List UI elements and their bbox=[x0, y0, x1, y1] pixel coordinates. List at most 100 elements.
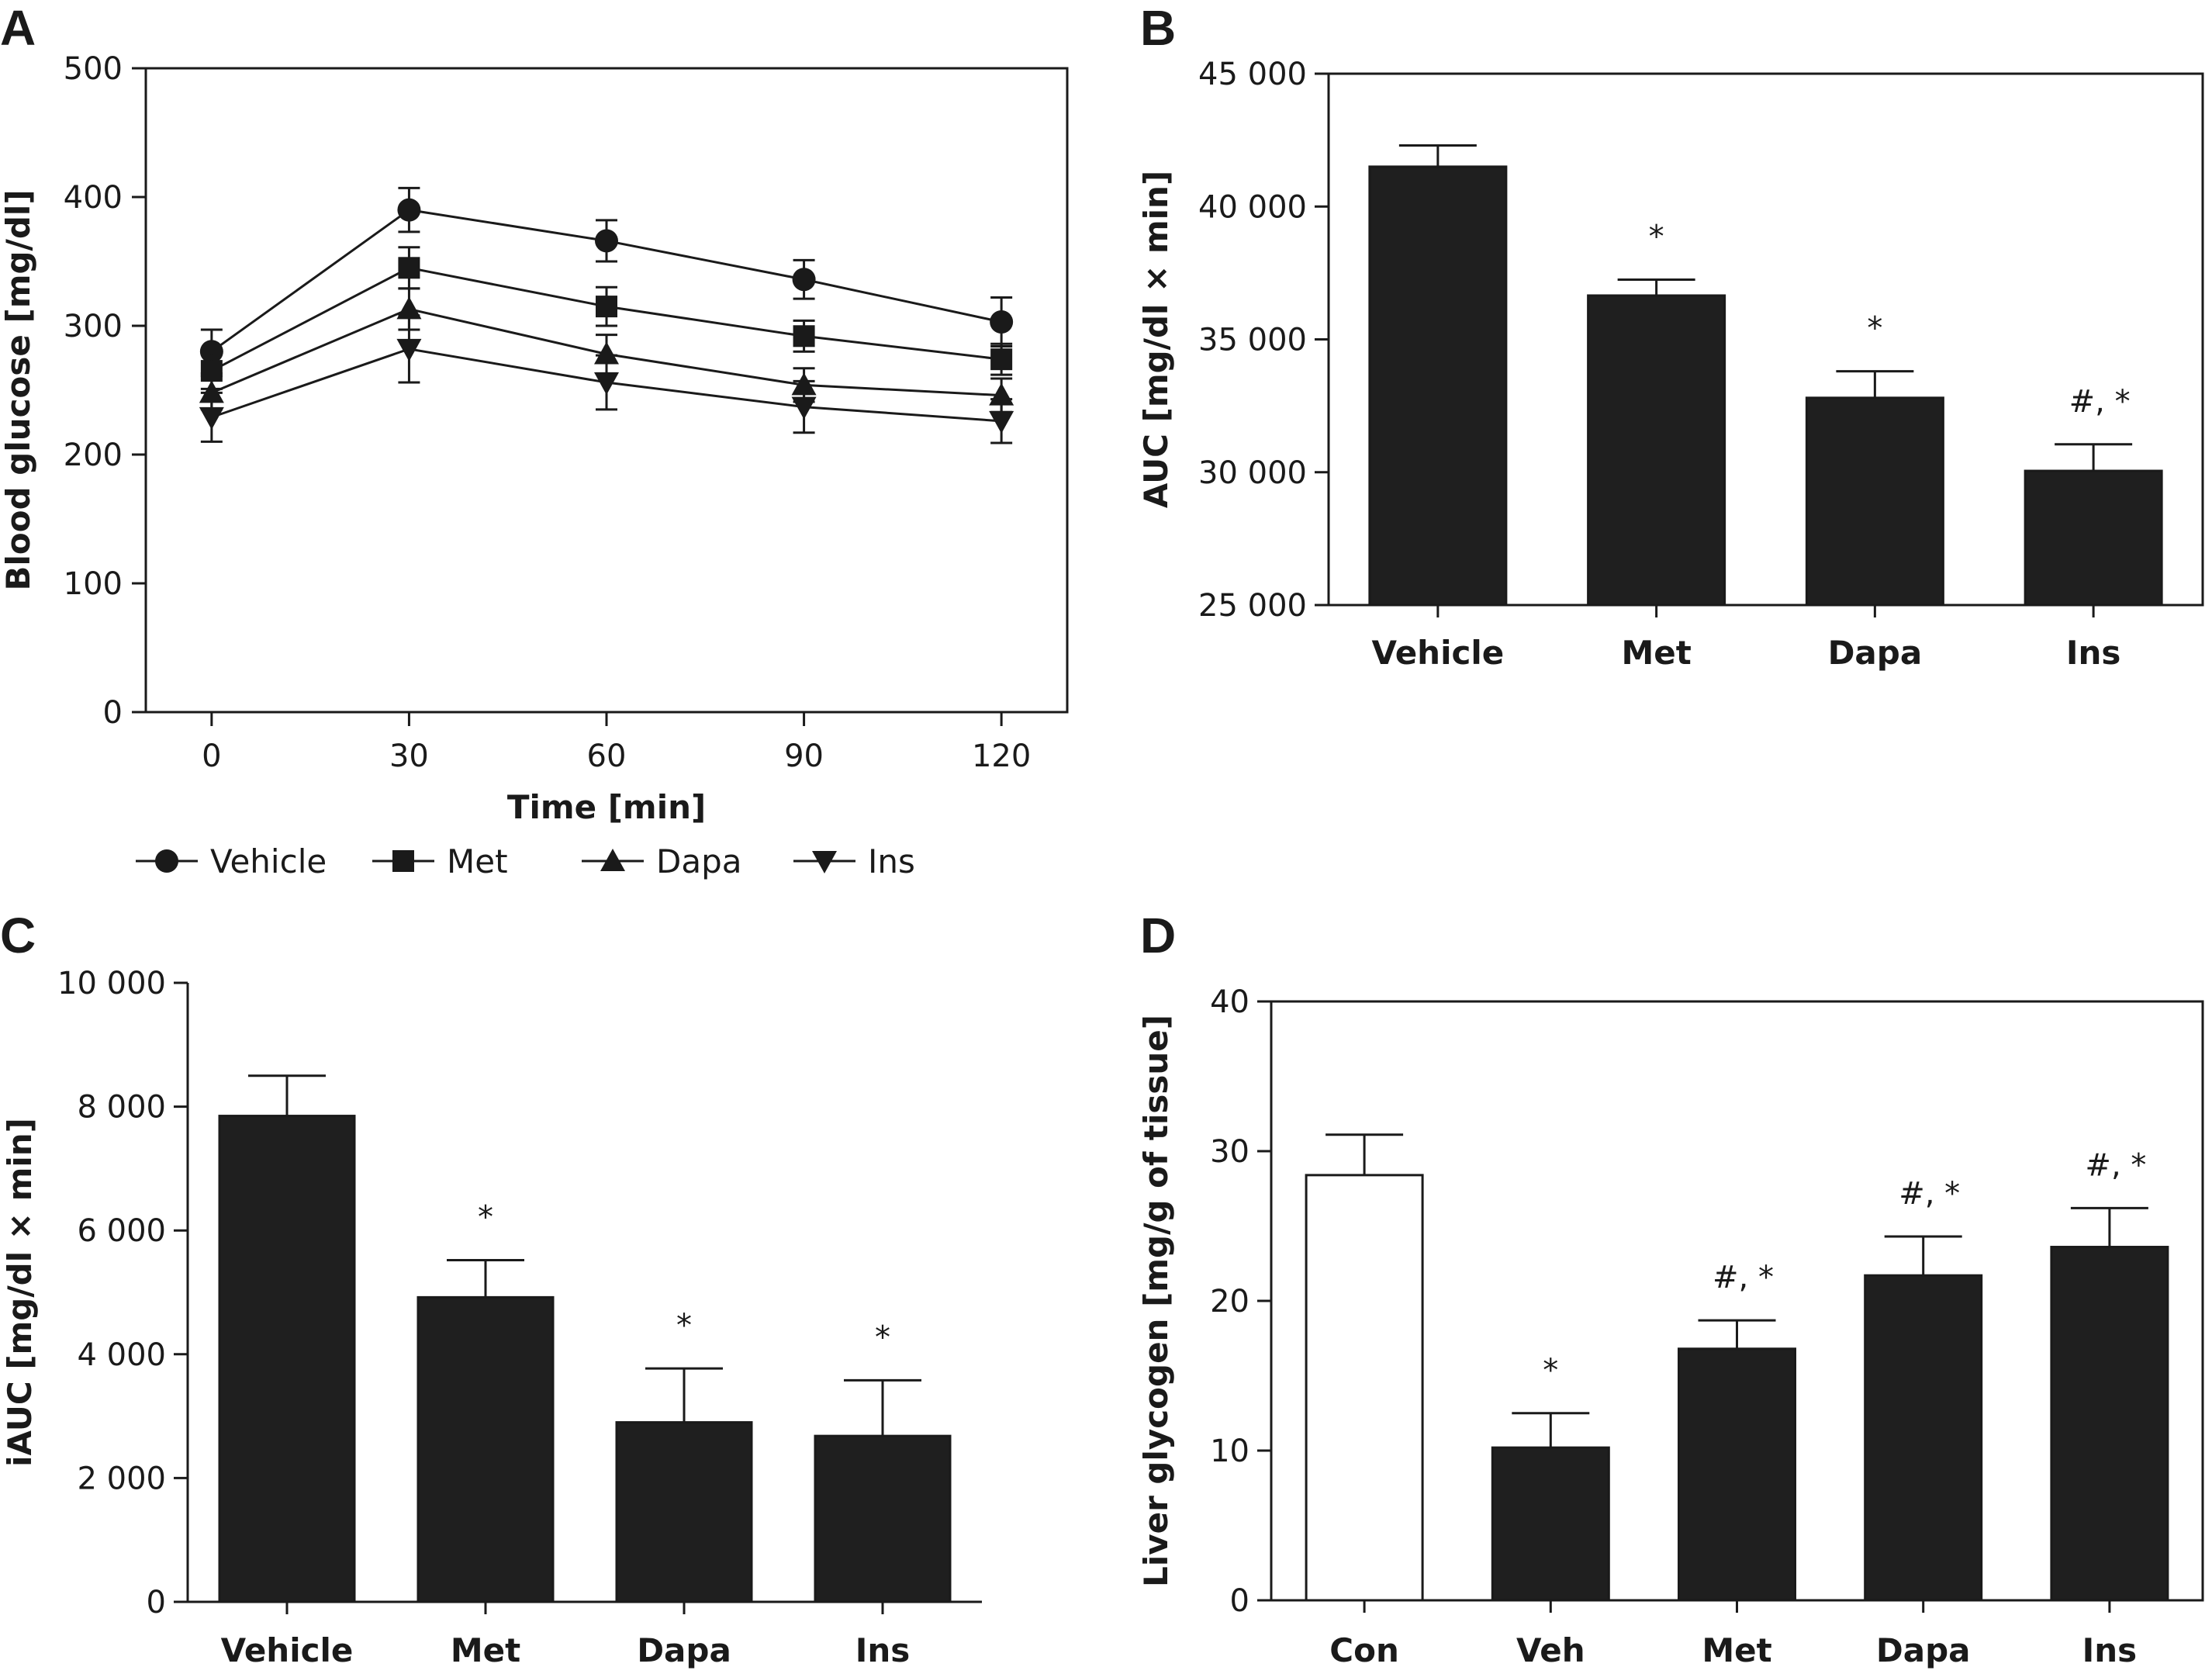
bar bbox=[1305, 1174, 1424, 1602]
chart-a-plot: 0 100 200 300 400 500 0 30 60 90 120 Time [min] Bloo… bbox=[0, 51, 1069, 880]
x-tick-label: 120 bbox=[972, 738, 1031, 774]
y-tick-label: 10 000 bbox=[57, 966, 166, 1001]
x-tick-label: 90 bbox=[784, 738, 824, 774]
chart-c-plot: 0 2 000 4 000 6 000 8 000 10 000 Vehicle Met * Da… bbox=[1, 966, 982, 1669]
y-tick-label: 4 000 bbox=[77, 1337, 166, 1373]
panel-label: B bbox=[1140, 0, 1176, 56]
significance-mark: #, * bbox=[1899, 1176, 1960, 1212]
panel-label: A bbox=[0, 0, 36, 56]
panel-label: D bbox=[1140, 908, 1176, 963]
x-tick-label: Met bbox=[1621, 634, 1691, 672]
x-tick-label: Vehicle bbox=[221, 1631, 354, 1669]
y-tick-label: 40 000 bbox=[1198, 189, 1307, 225]
significance-mark: * bbox=[478, 1200, 493, 1236]
data-point bbox=[595, 229, 618, 253]
significance-mark: * bbox=[1543, 1353, 1558, 1389]
x-tick-label: Met bbox=[1702, 1631, 1771, 1669]
bar bbox=[1587, 294, 1726, 607]
y-tick-label: 0 bbox=[1230, 1583, 1249, 1619]
bar bbox=[1805, 396, 1944, 607]
legend-label: Vehicle bbox=[210, 842, 327, 880]
chart-b-plot: 25 000 30 000 35 000 40 000 45 000 Vehicle Met… bbox=[1137, 57, 2204, 672]
data-point bbox=[594, 341, 619, 365]
chart-d-plot: 0 10 20 30 40 Con Veh * Met #, * Dapa #, * Ins #, * Li… bbox=[1137, 984, 2204, 1669]
y-tick-label: 300 bbox=[64, 309, 123, 344]
significance-mark: #, * bbox=[2069, 384, 2131, 420]
x-tick-label: Met bbox=[451, 1631, 520, 1669]
data-point bbox=[596, 296, 617, 318]
x-tick-label: 0 bbox=[202, 738, 221, 774]
x-axis-title: Time [min] bbox=[507, 788, 706, 826]
y-tick-label: 30 000 bbox=[1198, 455, 1307, 491]
x-tick-label: Dapa bbox=[1876, 1631, 1971, 1669]
x-tick-label: 30 bbox=[389, 738, 429, 774]
legend-marker bbox=[155, 849, 178, 873]
data-point bbox=[396, 338, 422, 361]
data-point bbox=[594, 372, 619, 396]
y-tick-label: 10 bbox=[1210, 1434, 1249, 1469]
data-point bbox=[398, 257, 420, 279]
y-tick-label: 6 000 bbox=[77, 1213, 166, 1249]
significance-mark: * bbox=[875, 1319, 890, 1355]
y-tick-label: 25 000 bbox=[1198, 588, 1307, 624]
data-point bbox=[791, 396, 817, 420]
y-tick-label: 2 000 bbox=[77, 1461, 166, 1496]
bar bbox=[1864, 1274, 1983, 1602]
y-axis-title: AUC [mg/dl × min] bbox=[1137, 171, 1175, 508]
y-tick-label: 20 bbox=[1210, 1284, 1249, 1319]
data-point bbox=[990, 310, 1014, 334]
data-point bbox=[990, 348, 1013, 371]
x-tick-label: Vehicle bbox=[1371, 634, 1504, 672]
y-axis-title: Liver glycogen [mg/g of tissue] bbox=[1137, 1015, 1175, 1587]
panel-label: C bbox=[0, 908, 36, 963]
x-tick-label: 60 bbox=[587, 738, 627, 774]
y-tick-label: 0 bbox=[147, 1585, 166, 1620]
bar bbox=[2024, 469, 2163, 607]
bar bbox=[814, 1434, 952, 1603]
y-tick-label: 0 bbox=[103, 695, 123, 731]
y-tick-label: 35 000 bbox=[1198, 323, 1307, 358]
y-tick-label: 200 bbox=[64, 438, 123, 473]
significance-mark: * bbox=[1867, 311, 1882, 347]
bar bbox=[1491, 1446, 1610, 1602]
data-point bbox=[396, 296, 422, 320]
y-tick-label: 8 000 bbox=[77, 1090, 166, 1126]
bar bbox=[218, 1115, 356, 1603]
x-tick-label: Ins bbox=[855, 1631, 911, 1669]
legend-label: Dapa bbox=[656, 842, 741, 880]
y-tick-label: 45 000 bbox=[1198, 57, 1307, 92]
significance-mark: * bbox=[1649, 219, 1664, 254]
x-tick-label: Dapa bbox=[1828, 634, 1923, 672]
legend-marker bbox=[812, 851, 837, 873]
x-tick-label: Con bbox=[1329, 1631, 1399, 1669]
bar bbox=[416, 1295, 555, 1603]
y-tick-label: 30 bbox=[1210, 1134, 1249, 1170]
legend-label: Ins bbox=[868, 842, 915, 880]
y-tick-label: 40 bbox=[1210, 984, 1249, 1020]
y-tick-label: 500 bbox=[64, 51, 123, 87]
data-point bbox=[199, 340, 223, 364]
bar bbox=[2050, 1246, 2169, 1602]
x-tick-label: Ins bbox=[2082, 1631, 2138, 1669]
y-tick-label: 100 bbox=[64, 566, 123, 602]
data-point bbox=[792, 268, 816, 292]
bar bbox=[615, 1421, 753, 1603]
data-point bbox=[397, 198, 421, 222]
legend-marker bbox=[392, 850, 414, 872]
bar bbox=[1368, 165, 1508, 607]
significance-mark: * bbox=[676, 1308, 692, 1344]
legend-label: Met bbox=[447, 842, 508, 880]
y-tick-label: 400 bbox=[64, 180, 123, 216]
bar bbox=[1678, 1347, 1796, 1602]
x-tick-label: Ins bbox=[2066, 634, 2121, 672]
data-point bbox=[793, 325, 815, 348]
significance-mark: #, * bbox=[1713, 1260, 1774, 1295]
y-axis-title: Blood glucose [mg/dl] bbox=[0, 189, 37, 590]
x-tick-label: Dapa bbox=[637, 1631, 731, 1669]
significance-mark: #, * bbox=[2085, 1147, 2146, 1183]
y-axis-title: iAUC [mg/dl × min] bbox=[1, 1118, 39, 1467]
data-point bbox=[199, 406, 224, 430]
data-point bbox=[989, 410, 1014, 434]
x-tick-label: Veh bbox=[1516, 1631, 1585, 1669]
